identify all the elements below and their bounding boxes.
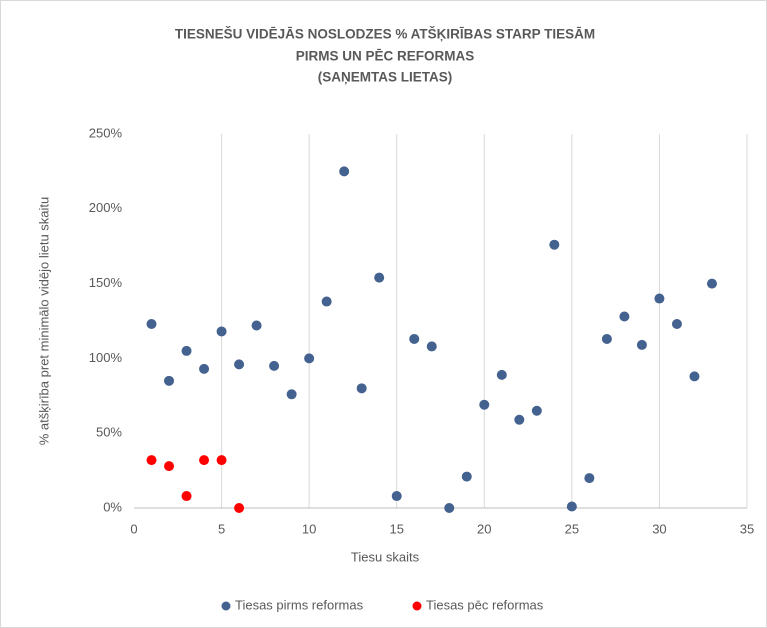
x-tick-label: 0 (130, 521, 137, 536)
legend-label: Tiesas pēc reformas (426, 597, 544, 612)
point (514, 414, 525, 425)
point (321, 296, 332, 307)
point (356, 383, 367, 394)
point (181, 345, 192, 356)
point (269, 360, 280, 371)
y-tick-label: 250% (89, 125, 123, 140)
point (444, 503, 455, 513)
point (619, 311, 630, 322)
point (549, 239, 560, 250)
x-axis-label: Tiesu skaits (351, 549, 420, 564)
point (706, 278, 717, 289)
point (164, 375, 175, 386)
point (566, 501, 577, 512)
point (234, 503, 245, 513)
legend-marker (221, 601, 231, 611)
point (216, 326, 227, 337)
point (689, 371, 700, 382)
legend-marker (412, 601, 422, 611)
point (146, 455, 157, 466)
point (409, 333, 420, 344)
point (654, 293, 665, 304)
point (146, 318, 157, 329)
y-tick-label: 150% (89, 275, 123, 290)
x-tick-label: 5 (218, 521, 225, 536)
x-tick-label: 20 (477, 521, 491, 536)
point (216, 455, 227, 466)
point (584, 473, 595, 484)
x-tick-label: 15 (389, 521, 403, 536)
point (164, 461, 175, 472)
y-tick-label: 100% (89, 350, 123, 365)
point (391, 491, 402, 502)
point (426, 341, 437, 352)
point (531, 405, 542, 416)
point (234, 359, 245, 370)
chart-title: PIRMS UN PĒC REFORMAS (296, 49, 475, 64)
point (636, 339, 647, 350)
chart-title: (SAŅEMTAS LIETAS) (318, 70, 453, 85)
point (461, 471, 472, 482)
point (601, 333, 612, 344)
x-tick-label: 35 (740, 521, 754, 536)
y-tick-label: 0% (103, 499, 122, 514)
y-axis-label: % atšķirība pret minimālo vidējo lietu s… (36, 197, 51, 446)
x-tick-label: 30 (652, 521, 666, 536)
point (199, 455, 210, 466)
point (479, 399, 490, 410)
legend-label: Tiesas pirms reformas (235, 597, 364, 612)
x-tick-label: 25 (565, 521, 579, 536)
point (671, 318, 682, 329)
point (286, 389, 297, 400)
point (339, 166, 350, 177)
y-tick-label: 50% (96, 425, 122, 440)
chart-title: TIESNEŠU VIDĒJĀS NOSLODZES % ATŠĶIRĪBAS … (175, 27, 595, 42)
y-tick-label: 200% (89, 200, 123, 215)
point (496, 369, 507, 380)
point (251, 320, 262, 331)
x-tick-label: 10 (302, 521, 316, 536)
point (374, 272, 385, 283)
point (181, 491, 192, 502)
point (199, 363, 210, 374)
point (304, 353, 315, 364)
